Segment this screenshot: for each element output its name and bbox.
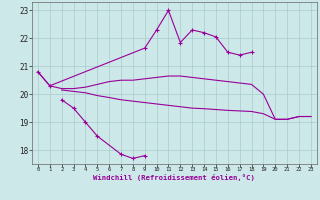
X-axis label: Windchill (Refroidissement éolien,°C): Windchill (Refroidissement éolien,°C) — [93, 174, 255, 181]
